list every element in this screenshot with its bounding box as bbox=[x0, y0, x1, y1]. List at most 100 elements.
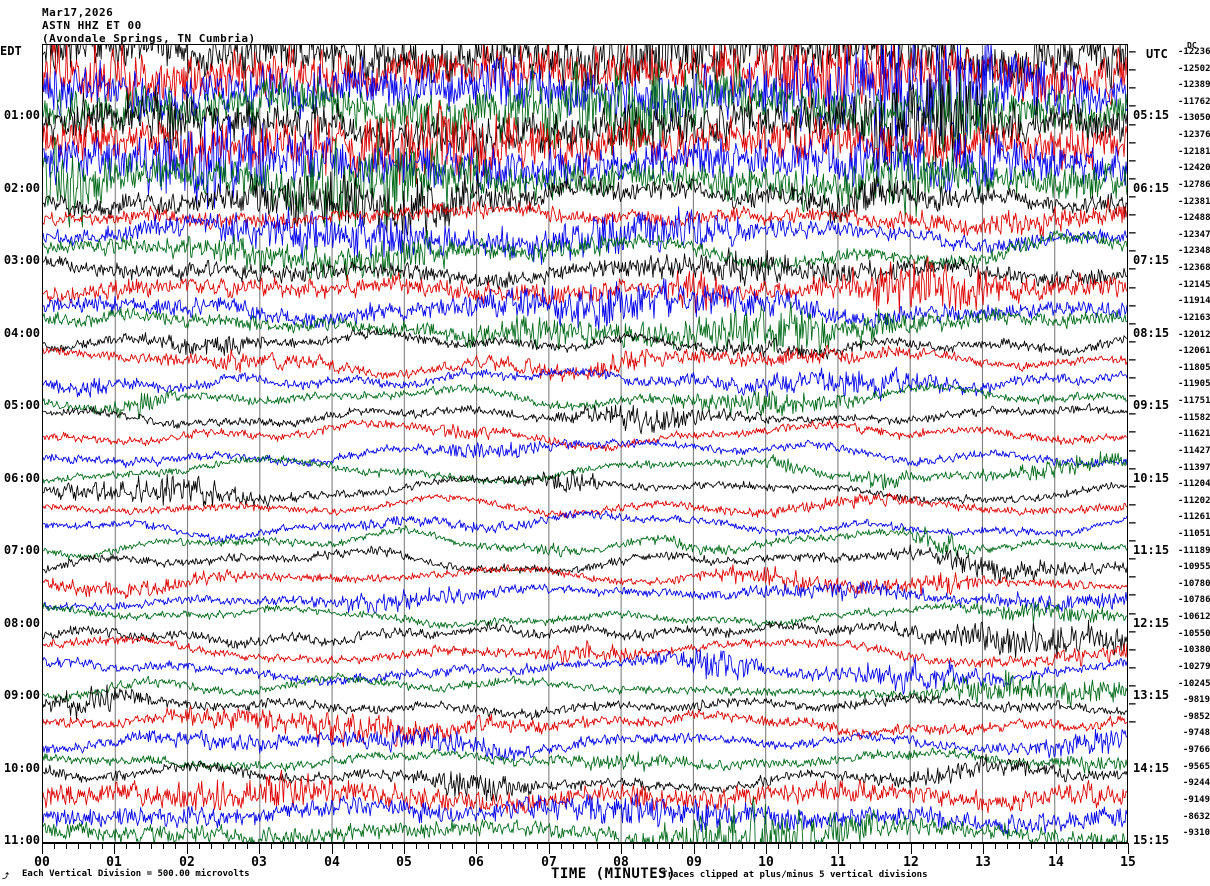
right-axis-dash: – bbox=[1129, 461, 1136, 475]
x-axis-minor-tick bbox=[464, 843, 465, 849]
dc-value: -11582 bbox=[1178, 412, 1210, 423]
dc-value: -12389 bbox=[1178, 80, 1210, 91]
dc-value: -10380 bbox=[1178, 645, 1210, 656]
x-axis-minor-tick bbox=[1080, 843, 1081, 849]
right-time-label: 07:15 bbox=[1133, 253, 1170, 268]
right-axis-dash: – bbox=[1129, 479, 1136, 493]
x-axis-minor-tick bbox=[1068, 843, 1069, 849]
x-axis-minor-tick bbox=[102, 843, 103, 849]
seismogram-plot-area[interactable] bbox=[42, 44, 1128, 843]
dc-value: -12376 bbox=[1178, 130, 1210, 141]
dc-value: -13050 bbox=[1178, 113, 1210, 124]
dc-value: -12348 bbox=[1178, 246, 1210, 257]
right-axis-dash: – bbox=[1129, 153, 1136, 167]
dc-value: -9310 bbox=[1182, 828, 1210, 839]
right-axis-dash: – bbox=[1129, 679, 1136, 693]
x-axis-tick-label: 00 bbox=[34, 855, 50, 870]
trace-layer bbox=[43, 45, 1127, 842]
right-axis-dash: – bbox=[1129, 443, 1136, 457]
dc-value: -11261 bbox=[1178, 512, 1210, 523]
x-axis-minor-tick bbox=[139, 843, 140, 849]
x-axis-minor-tick bbox=[211, 843, 212, 849]
left-time-label: 01:00 bbox=[3, 108, 40, 123]
left-time-label: 05:00 bbox=[3, 398, 40, 413]
left-time-label: 07:00 bbox=[3, 543, 40, 558]
dc-value: -9244 bbox=[1182, 778, 1210, 789]
x-axis-minor-tick bbox=[151, 843, 152, 849]
clip-note: Traces clipped at plus/minus 5 vertical … bbox=[662, 870, 928, 880]
dc-value: -12381 bbox=[1178, 196, 1210, 207]
right-timezone-label: UTC bbox=[1146, 47, 1168, 61]
x-axis-minor-tick bbox=[537, 843, 538, 849]
x-axis-minor-tick bbox=[935, 843, 936, 849]
header-date: Mar17,2026 bbox=[42, 6, 114, 19]
x-axis-minor-tick bbox=[875, 843, 876, 849]
x-axis-minor-tick bbox=[597, 843, 598, 849]
x-axis-tick-label: 15 bbox=[1120, 855, 1136, 870]
x-axis-minor-tick bbox=[356, 843, 357, 849]
dc-value: -11905 bbox=[1178, 379, 1210, 390]
dc-value: -11914 bbox=[1178, 296, 1210, 307]
right-axis-dash: – bbox=[1129, 624, 1136, 638]
dc-column-label: DC bbox=[1187, 41, 1197, 50]
x-axis-minor-tick bbox=[380, 843, 381, 849]
dc-value: -10279 bbox=[1178, 661, 1210, 672]
left-time-label: 04:00 bbox=[3, 325, 40, 340]
x-axis-tick-label: 08 bbox=[613, 855, 629, 870]
right-time-label: 12:15 bbox=[1133, 615, 1170, 630]
x-axis-minor-tick bbox=[814, 843, 815, 849]
x-axis-minor-tick bbox=[320, 843, 321, 849]
x-axis-minor-tick bbox=[392, 843, 393, 849]
left-timezone-label: EDT bbox=[0, 44, 22, 58]
right-time-label: 05:15 bbox=[1133, 108, 1170, 123]
x-axis-minor-tick bbox=[1092, 843, 1093, 849]
dc-value: -11427 bbox=[1178, 445, 1210, 456]
x-axis-major-tick bbox=[838, 843, 839, 854]
x-axis-minor-tick bbox=[633, 843, 634, 849]
x-axis-major-tick bbox=[42, 843, 43, 854]
dc-value: -12061 bbox=[1178, 346, 1210, 357]
x-axis-tick-label: 05 bbox=[396, 855, 412, 870]
right-axis-dash: – bbox=[1129, 135, 1136, 149]
x-axis-minor-tick bbox=[525, 843, 526, 849]
dc-value: -8632 bbox=[1182, 811, 1210, 822]
x-axis-minor-tick bbox=[573, 843, 574, 849]
x-axis-minor-tick bbox=[163, 843, 164, 849]
dc-value: -11805 bbox=[1178, 362, 1210, 373]
x-axis-minor-tick bbox=[307, 843, 308, 849]
x-axis-minor-tick bbox=[1019, 843, 1020, 849]
x-axis-minor-tick bbox=[802, 843, 803, 849]
right-axis-dash: – bbox=[1129, 280, 1136, 294]
dc-value: -9852 bbox=[1182, 711, 1210, 722]
dc-value: -10786 bbox=[1178, 595, 1210, 606]
x-axis-major-tick bbox=[983, 843, 984, 854]
right-axis-dash: – bbox=[1129, 262, 1136, 276]
x-axis-major-tick bbox=[332, 843, 333, 854]
x-axis-minor-tick bbox=[718, 843, 719, 849]
dc-value: -10955 bbox=[1178, 562, 1210, 573]
right-axis-dash: – bbox=[1129, 371, 1136, 385]
x-axis-minor-tick bbox=[271, 843, 272, 849]
x-axis-minor-tick bbox=[887, 843, 888, 849]
left-time-label: 08:00 bbox=[3, 615, 40, 630]
x-axis-tick-label: 10 bbox=[758, 855, 774, 870]
x-axis-minor-tick bbox=[778, 843, 779, 849]
x-axis-minor-tick bbox=[501, 843, 502, 849]
x-axis-minor-tick bbox=[959, 843, 960, 849]
right-axis-dash: – bbox=[1129, 334, 1136, 348]
x-axis-minor-tick bbox=[223, 843, 224, 849]
left-time-label: 02:00 bbox=[3, 180, 40, 195]
x-axis-minor-tick bbox=[66, 843, 67, 849]
x-axis-minor-tick bbox=[78, 843, 79, 849]
x-axis-minor-tick bbox=[585, 843, 586, 849]
right-axis-dash: – bbox=[1129, 208, 1136, 222]
x-axis-minor-tick bbox=[283, 843, 284, 849]
x-axis-minor-tick bbox=[90, 843, 91, 849]
dc-value: -11751 bbox=[1178, 396, 1210, 407]
right-axis-dash: – bbox=[1129, 534, 1136, 548]
x-axis-minor-tick bbox=[657, 843, 658, 849]
right-axis-dash: – bbox=[1129, 497, 1136, 511]
right-time-label: 15:15 bbox=[1133, 833, 1170, 847]
dc-value: -9565 bbox=[1182, 761, 1210, 772]
